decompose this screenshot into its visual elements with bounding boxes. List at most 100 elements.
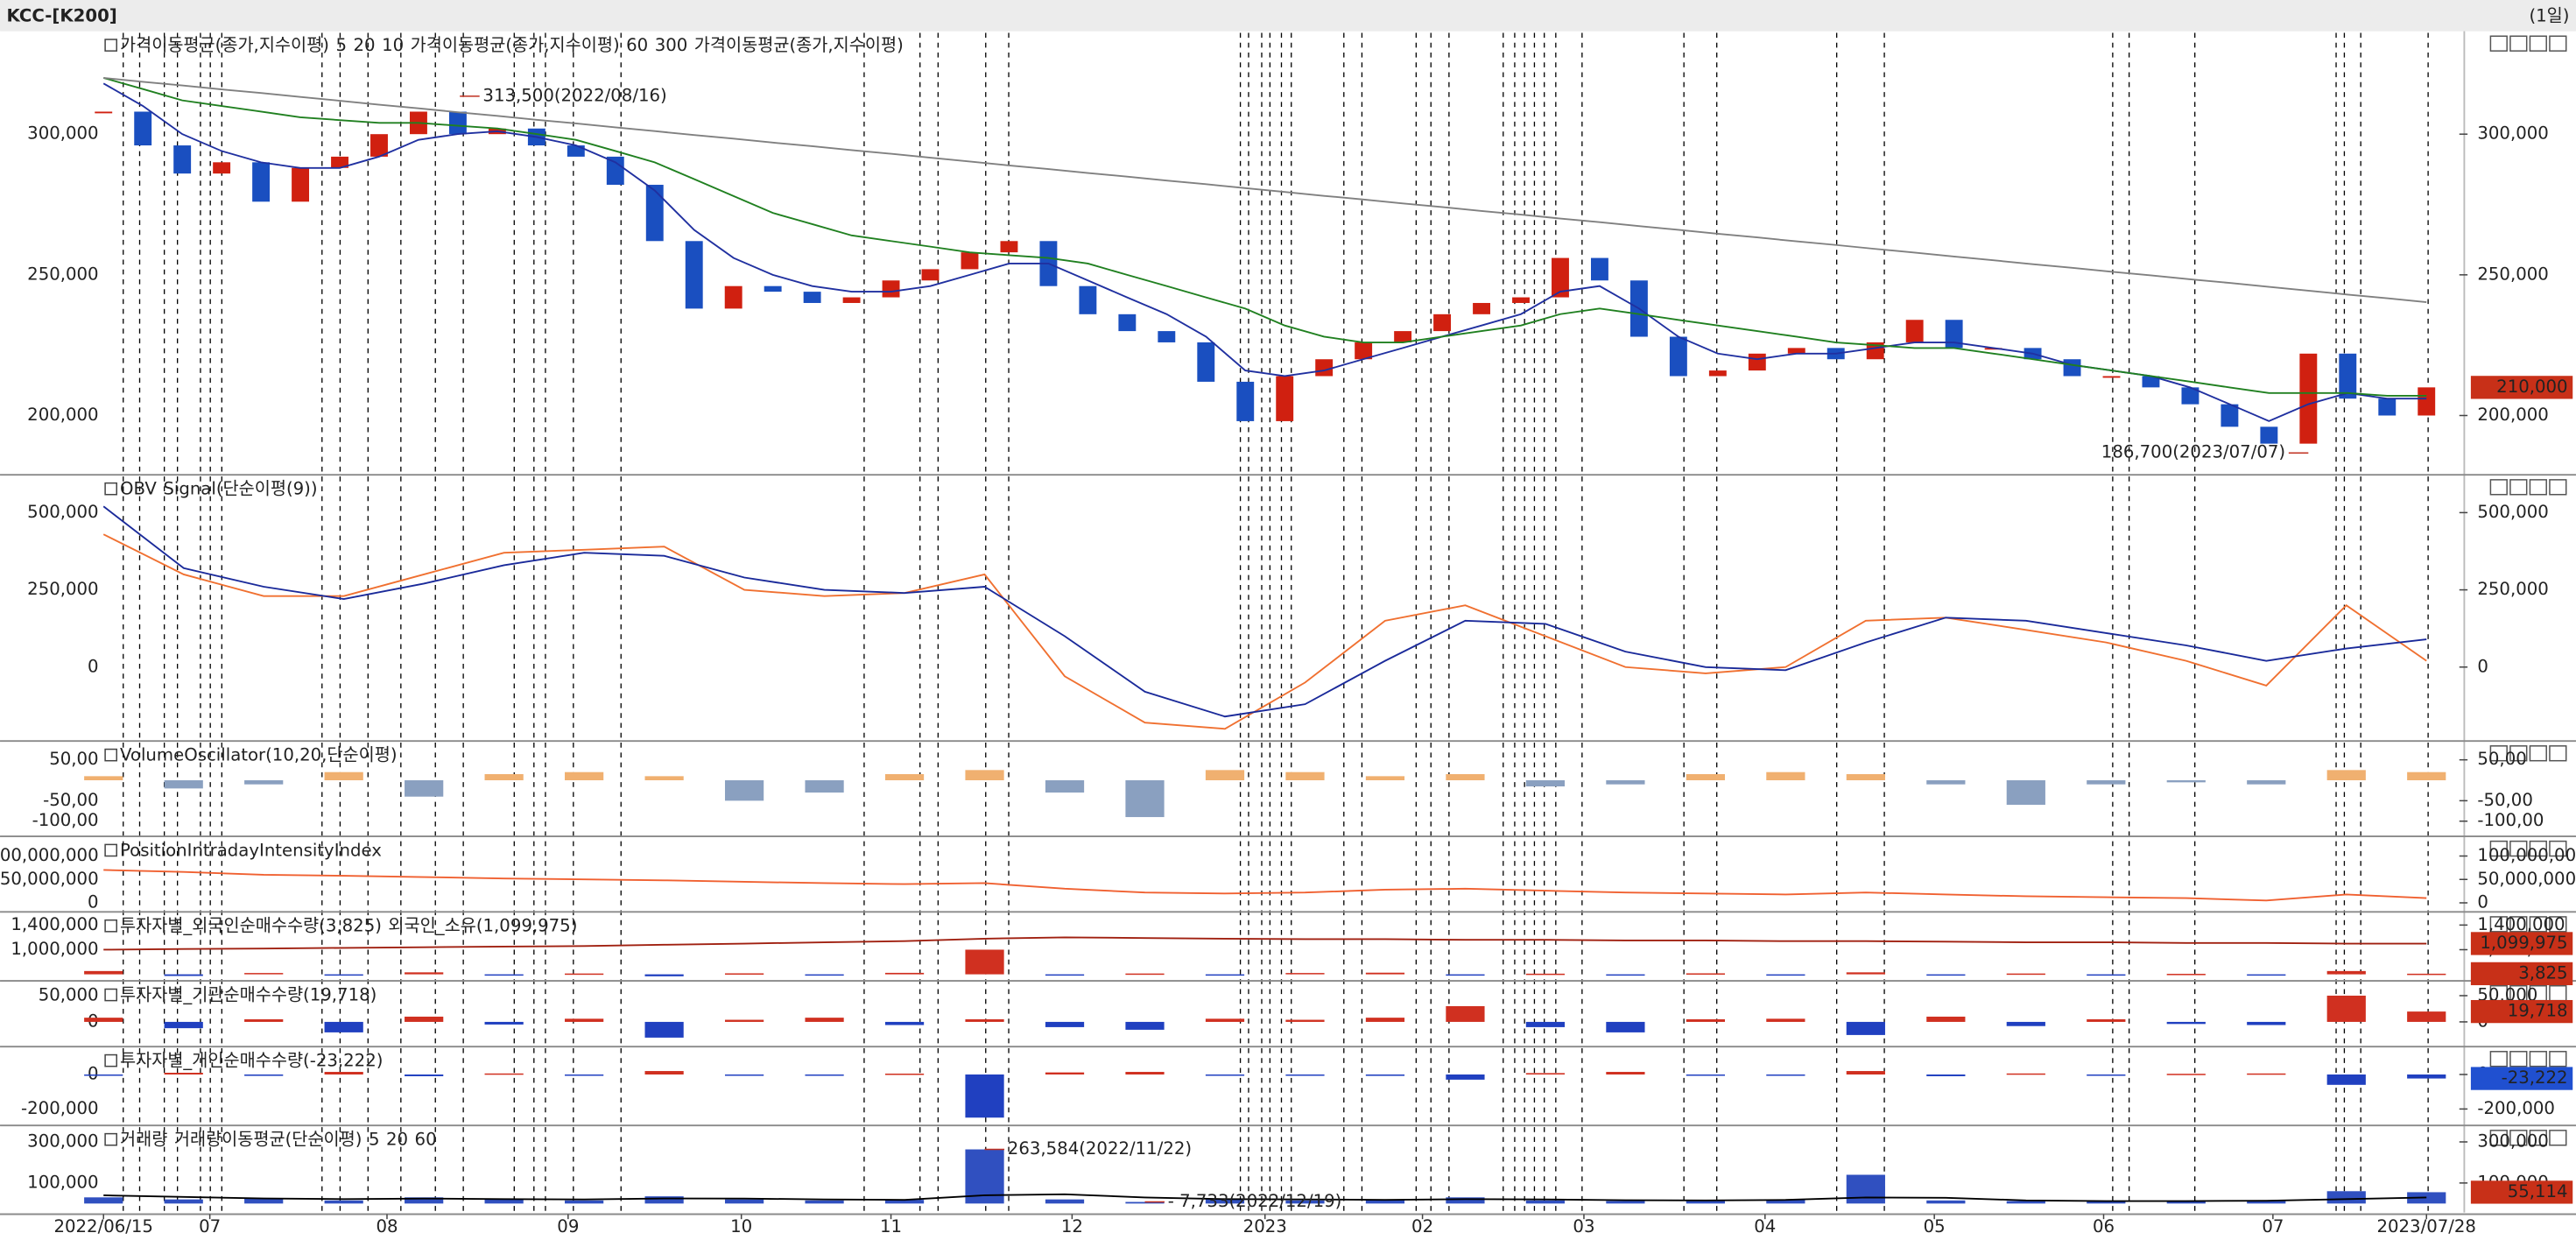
value-tag-label: -23,222 xyxy=(2502,1067,2568,1088)
bar xyxy=(1846,972,1885,975)
y-tick-label: 100,000 xyxy=(27,1172,98,1192)
panel-button[interactable] xyxy=(2489,1130,2508,1146)
series-line xyxy=(103,1193,2427,1202)
bar xyxy=(1525,780,1566,787)
bar xyxy=(2087,780,2126,785)
panel-button[interactable] xyxy=(2509,840,2528,857)
value-tag-label: 55,114 xyxy=(2508,1181,2568,1201)
bar xyxy=(484,1199,524,1204)
panel-button[interactable] xyxy=(2549,35,2567,52)
panel-button[interactable] xyxy=(2489,479,2508,496)
legend-checkbox[interactable] xyxy=(104,843,117,857)
legend-checkbox[interactable] xyxy=(104,748,117,762)
panel-button[interactable] xyxy=(2529,916,2547,933)
panel-button[interactable] xyxy=(2529,479,2547,496)
x-tick-label: 10 xyxy=(730,1216,752,1236)
panel-button[interactable] xyxy=(2509,1130,2528,1146)
panel-button[interactable] xyxy=(2509,916,2528,933)
legend-item: 가격이동평균(종가,지수이평) xyxy=(120,35,329,55)
panel-button[interactable] xyxy=(2489,35,2508,52)
candle xyxy=(764,285,782,292)
panel-button[interactable] xyxy=(2509,745,2528,762)
legend-checkbox[interactable] xyxy=(104,919,117,933)
legend-checkbox[interactable] xyxy=(104,988,117,1002)
legend-item: PositionIntradayIntensityIndex xyxy=(120,840,382,860)
bar xyxy=(724,1019,764,1022)
candle xyxy=(2181,387,2199,405)
panel-button[interactable] xyxy=(2489,1051,2508,1067)
panel-button[interactable] xyxy=(2489,840,2508,857)
y-tick-label: 200,000 xyxy=(27,405,98,425)
legend-checkbox[interactable] xyxy=(104,1053,117,1067)
bar xyxy=(405,1016,444,1022)
legend-checkbox[interactable] xyxy=(104,39,117,52)
panel-button[interactable] xyxy=(2509,1051,2528,1067)
panel-button[interactable] xyxy=(2489,745,2508,762)
value-tag-label: 3,825 xyxy=(2518,962,2567,983)
legend-item: 투자자별_개인순매수수량(-23,222) xyxy=(120,1051,383,1071)
bar xyxy=(724,1074,764,1076)
x-tick-label: 08 xyxy=(376,1216,398,1236)
bar xyxy=(565,771,604,781)
panel-button[interactable] xyxy=(2509,479,2528,496)
series-line xyxy=(102,533,2427,730)
candle xyxy=(921,269,940,281)
panel-button[interactable] xyxy=(2509,35,2528,52)
series-line xyxy=(103,869,2427,902)
bar xyxy=(724,973,764,975)
x-tick-label: 07 xyxy=(2262,1216,2284,1236)
panel-button[interactable] xyxy=(2549,479,2567,496)
candle xyxy=(961,252,979,270)
bar xyxy=(1926,1200,1966,1204)
bar xyxy=(565,973,604,976)
bar xyxy=(1125,780,1165,818)
legend-checkbox[interactable] xyxy=(104,482,117,496)
bar xyxy=(644,1196,684,1204)
bar xyxy=(1365,1200,1405,1204)
bar xyxy=(2326,970,2366,975)
legend-item: 거래량 xyxy=(120,1130,167,1150)
panel-button[interactable] xyxy=(2549,745,2567,762)
panel-button[interactable] xyxy=(2529,1130,2547,1146)
legend-item: 5 xyxy=(369,1130,380,1150)
panel-button[interactable] xyxy=(2529,745,2547,762)
panel-button[interactable] xyxy=(2529,35,2547,52)
bar xyxy=(1446,1005,1485,1022)
panel-button[interactable] xyxy=(2549,840,2567,857)
bar xyxy=(2166,1021,2206,1025)
panel-button[interactable] xyxy=(2529,1051,2547,1067)
legend-item: 가격이동평균(종가,지수이평) xyxy=(411,35,620,55)
legend-item: 외국인_소유(1,099,975) xyxy=(388,916,577,936)
bar xyxy=(84,1074,123,1076)
y-tick-label: 0 xyxy=(88,891,99,912)
bar xyxy=(405,1197,444,1204)
x-tick-label: 12 xyxy=(1061,1216,1083,1236)
panel-button[interactable] xyxy=(2489,916,2508,933)
candle xyxy=(645,185,664,242)
panel-button[interactable] xyxy=(2549,916,2567,933)
legend-checkbox[interactable] xyxy=(104,1132,117,1146)
candle xyxy=(1236,381,1255,421)
bar xyxy=(1045,974,1085,976)
bar xyxy=(1446,1197,1485,1204)
bar xyxy=(1125,1072,1165,1074)
candle xyxy=(1433,314,1452,332)
bar xyxy=(1926,780,1966,785)
candle xyxy=(1118,314,1137,332)
bar xyxy=(84,1197,123,1204)
candle xyxy=(1473,302,1490,314)
bar xyxy=(484,974,524,976)
bar xyxy=(1365,1074,1405,1076)
panel-button[interactable] xyxy=(2529,840,2547,857)
y-tick-label: -100,00 xyxy=(32,810,99,830)
y-tick-label: 1,000,000 xyxy=(11,939,98,959)
bar xyxy=(484,1073,524,1075)
y-tick-label-right: 250,000 xyxy=(2477,264,2548,284)
panel-button[interactable] xyxy=(2549,1130,2567,1146)
bar xyxy=(1606,974,1645,976)
panel-button[interactable] xyxy=(2549,1051,2567,1067)
bar xyxy=(1125,1021,1165,1030)
panel-button[interactable] xyxy=(2549,984,2567,1002)
bar xyxy=(805,974,844,976)
candle xyxy=(567,145,585,157)
